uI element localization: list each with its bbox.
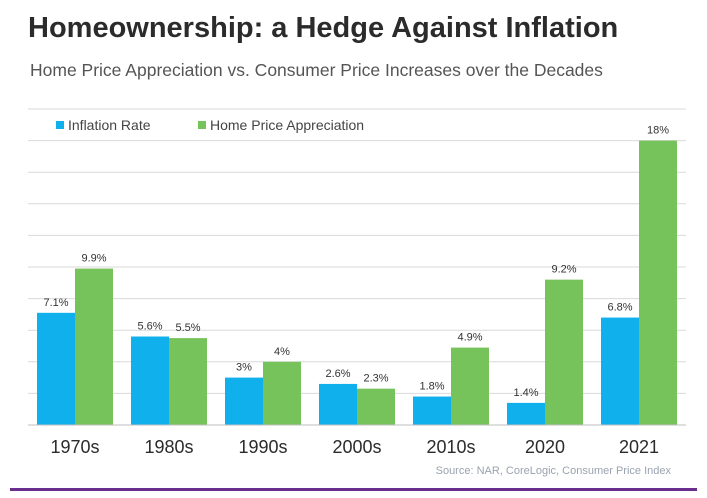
inflation-bar (319, 383, 357, 425)
x-tick-label: 2010s (426, 437, 475, 457)
home-price-data-label: 9.2% (551, 264, 576, 276)
inflation-bar (601, 317, 639, 425)
legend-home-price: Home Price Appreciation (198, 117, 364, 133)
inflation-bar (507, 402, 545, 425)
legend-swatch (56, 121, 64, 129)
home-price-data-label: 4% (274, 346, 290, 358)
x-axis: 1970s 1980s 1990s 2000s 2010s 2020 2021 (28, 424, 686, 457)
home-price-bar (169, 338, 207, 425)
inflation-data-label: 1.4% (513, 387, 538, 399)
chart-title: Homeownership: a Hedge Against Inflation (28, 12, 619, 44)
home-price-bar (357, 388, 395, 425)
inflation-bar (131, 336, 169, 425)
x-tick-label: 1990s (238, 437, 287, 457)
home-price-data-label: 2.3% (363, 373, 388, 385)
home-price-bar (545, 279, 583, 425)
home-price-data-label: 18% (647, 125, 669, 137)
inflation-data-label: 2.6% (325, 368, 350, 380)
bottom-accent-rule (10, 488, 697, 491)
inflation-data-label: 5.6% (137, 321, 162, 333)
inflation-bar (413, 396, 451, 425)
inflation-data-label: 6.8% (607, 302, 632, 314)
inflation-bar (225, 377, 263, 425)
data-labels: 7.1% 9.9% 5.6% 5.5% 3% 4% 2.6% 2.3% 1.8% 4.9% 1.4%… (43, 125, 669, 399)
legend-swatch (198, 121, 206, 129)
inflation-data-label: 1.8% (419, 381, 444, 393)
x-tick-label: 1970s (50, 437, 99, 457)
legend-label: Inflation Rate (68, 117, 151, 133)
x-tick-label: 2021 (619, 437, 659, 457)
x-tick-label: 1980s (144, 437, 193, 457)
x-tick-label: 2020 (525, 437, 565, 457)
home-price-data-label: 4.9% (457, 332, 482, 344)
x-tick-label: 2000s (332, 437, 381, 457)
home-price-data-label: 9.9% (81, 253, 106, 265)
inflation-data-label: 7.1% (43, 297, 68, 309)
bars (37, 140, 677, 425)
gridlines (28, 108, 686, 394)
inflation-data-label: 3% (236, 362, 252, 374)
source-note: Source: NAR, CoreLogic, Consumer Price I… (435, 465, 671, 477)
chart-subtitle: Home Price Appreciation vs. Consumer Pri… (30, 60, 603, 80)
legend: Inflation Rate Home Price Appreciation (56, 117, 364, 133)
home-price-bar (451, 347, 489, 425)
legend-inflation: Inflation Rate (56, 117, 151, 133)
inflation-bar (37, 312, 75, 425)
home-price-data-label: 5.5% (175, 322, 200, 334)
home-price-bar (263, 361, 301, 425)
home-price-bar (639, 140, 677, 425)
legend-label: Home Price Appreciation (210, 117, 364, 133)
home-price-bar (75, 268, 113, 425)
